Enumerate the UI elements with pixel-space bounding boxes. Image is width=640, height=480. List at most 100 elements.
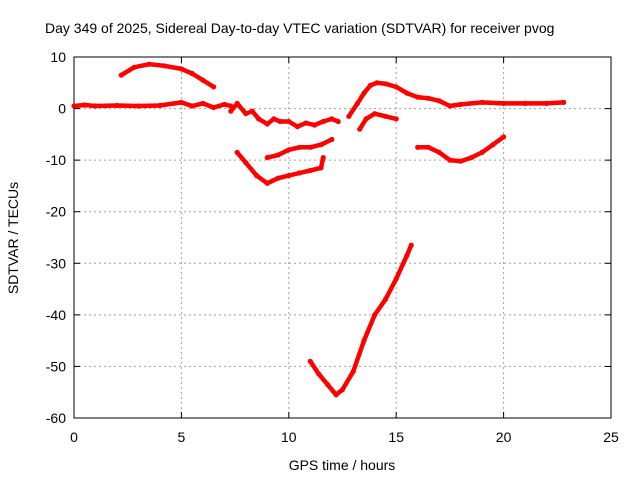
x-tick-label: 25	[603, 429, 619, 445]
data-point	[294, 124, 300, 130]
data-point	[374, 80, 380, 86]
data-point	[425, 144, 431, 150]
data-point	[131, 64, 137, 70]
data-point	[393, 84, 399, 90]
data-point	[436, 149, 442, 155]
data-point	[393, 276, 399, 282]
data-point	[501, 100, 507, 106]
ticks	[73, 56, 612, 419]
data-point	[447, 157, 453, 163]
data-point	[82, 102, 88, 108]
data-point	[408, 242, 414, 248]
data-point	[479, 149, 485, 155]
x-tick-label: 20	[496, 429, 512, 445]
data-point	[329, 136, 335, 143]
data-point	[382, 296, 389, 302]
y-axis-label: SDTVAR / TECUs	[5, 182, 21, 294]
data-point	[189, 70, 195, 77]
x-tick-label: 15	[388, 429, 404, 445]
data-point	[363, 116, 369, 122]
data-point	[339, 387, 346, 393]
data-point	[243, 160, 249, 166]
data-point	[271, 116, 277, 122]
data-point	[404, 90, 410, 96]
data-point	[256, 116, 262, 122]
data-point	[458, 101, 464, 107]
data-point	[316, 371, 322, 377]
data-point	[312, 122, 318, 128]
y-tick-label: 10	[50, 49, 66, 65]
plot-frame	[73, 56, 612, 419]
data-point	[382, 81, 389, 87]
data-point	[307, 358, 313, 364]
data-point	[307, 167, 313, 174]
data-point	[211, 84, 217, 90]
data-point	[468, 155, 474, 161]
data-point	[178, 99, 184, 105]
data-point	[318, 165, 324, 171]
data-point	[367, 82, 373, 88]
data-point	[161, 63, 167, 69]
data-point	[479, 99, 485, 105]
chart-title: Day 349 of 2025, Sidereal Day-to-day VTE…	[45, 20, 554, 36]
data-point	[286, 118, 292, 125]
data-point	[329, 116, 335, 122]
data-point	[361, 90, 367, 96]
data-point	[372, 312, 378, 318]
data-point	[71, 103, 77, 109]
data-point	[118, 72, 124, 78]
data-point	[361, 338, 367, 344]
data-point	[135, 103, 141, 109]
y-tick-label: -60	[46, 410, 66, 426]
data-point	[333, 392, 339, 398]
data-point	[303, 120, 309, 126]
data-point	[404, 252, 410, 259]
series-group	[71, 61, 567, 398]
y-tick-label: 0	[58, 101, 66, 117]
data-point	[275, 175, 281, 181]
data-point	[296, 144, 303, 150]
series-lower-bowl	[234, 150, 326, 186]
data-point	[415, 144, 421, 150]
data-point	[254, 173, 260, 179]
data-point	[264, 180, 270, 186]
data-point	[382, 113, 389, 119]
data-point	[458, 158, 464, 164]
y-tick-label: -40	[46, 307, 66, 323]
data-point	[200, 77, 206, 83]
data-point	[324, 381, 331, 388]
data-point	[320, 118, 326, 125]
data-point	[544, 100, 550, 106]
data-point	[522, 100, 528, 106]
data-point	[264, 121, 270, 127]
data-point	[200, 100, 206, 106]
data-point	[320, 155, 326, 161]
data-point	[307, 144, 313, 150]
data-point	[354, 100, 361, 106]
x-tick-label: 0	[70, 429, 78, 445]
data-point	[490, 142, 496, 148]
data-point	[296, 170, 303, 176]
data-point	[249, 108, 255, 114]
y-tick-label: -50	[46, 358, 66, 374]
data-point	[114, 102, 120, 109]
data-point	[157, 102, 163, 109]
data-point	[346, 113, 352, 119]
data-point	[234, 100, 240, 106]
data-point	[501, 134, 507, 140]
data-point	[286, 147, 292, 153]
data-point	[318, 142, 324, 148]
data-point	[425, 95, 431, 101]
data-point	[189, 103, 195, 109]
data-point	[275, 152, 281, 158]
data-point	[372, 111, 378, 117]
data-point	[146, 61, 152, 67]
y-tick-label: -20	[46, 204, 66, 220]
data-point	[211, 104, 217, 111]
data-point	[286, 173, 292, 179]
data-point	[228, 108, 234, 114]
x-tick-label: 5	[178, 429, 186, 445]
data-point	[277, 118, 283, 125]
data-point	[243, 111, 249, 117]
